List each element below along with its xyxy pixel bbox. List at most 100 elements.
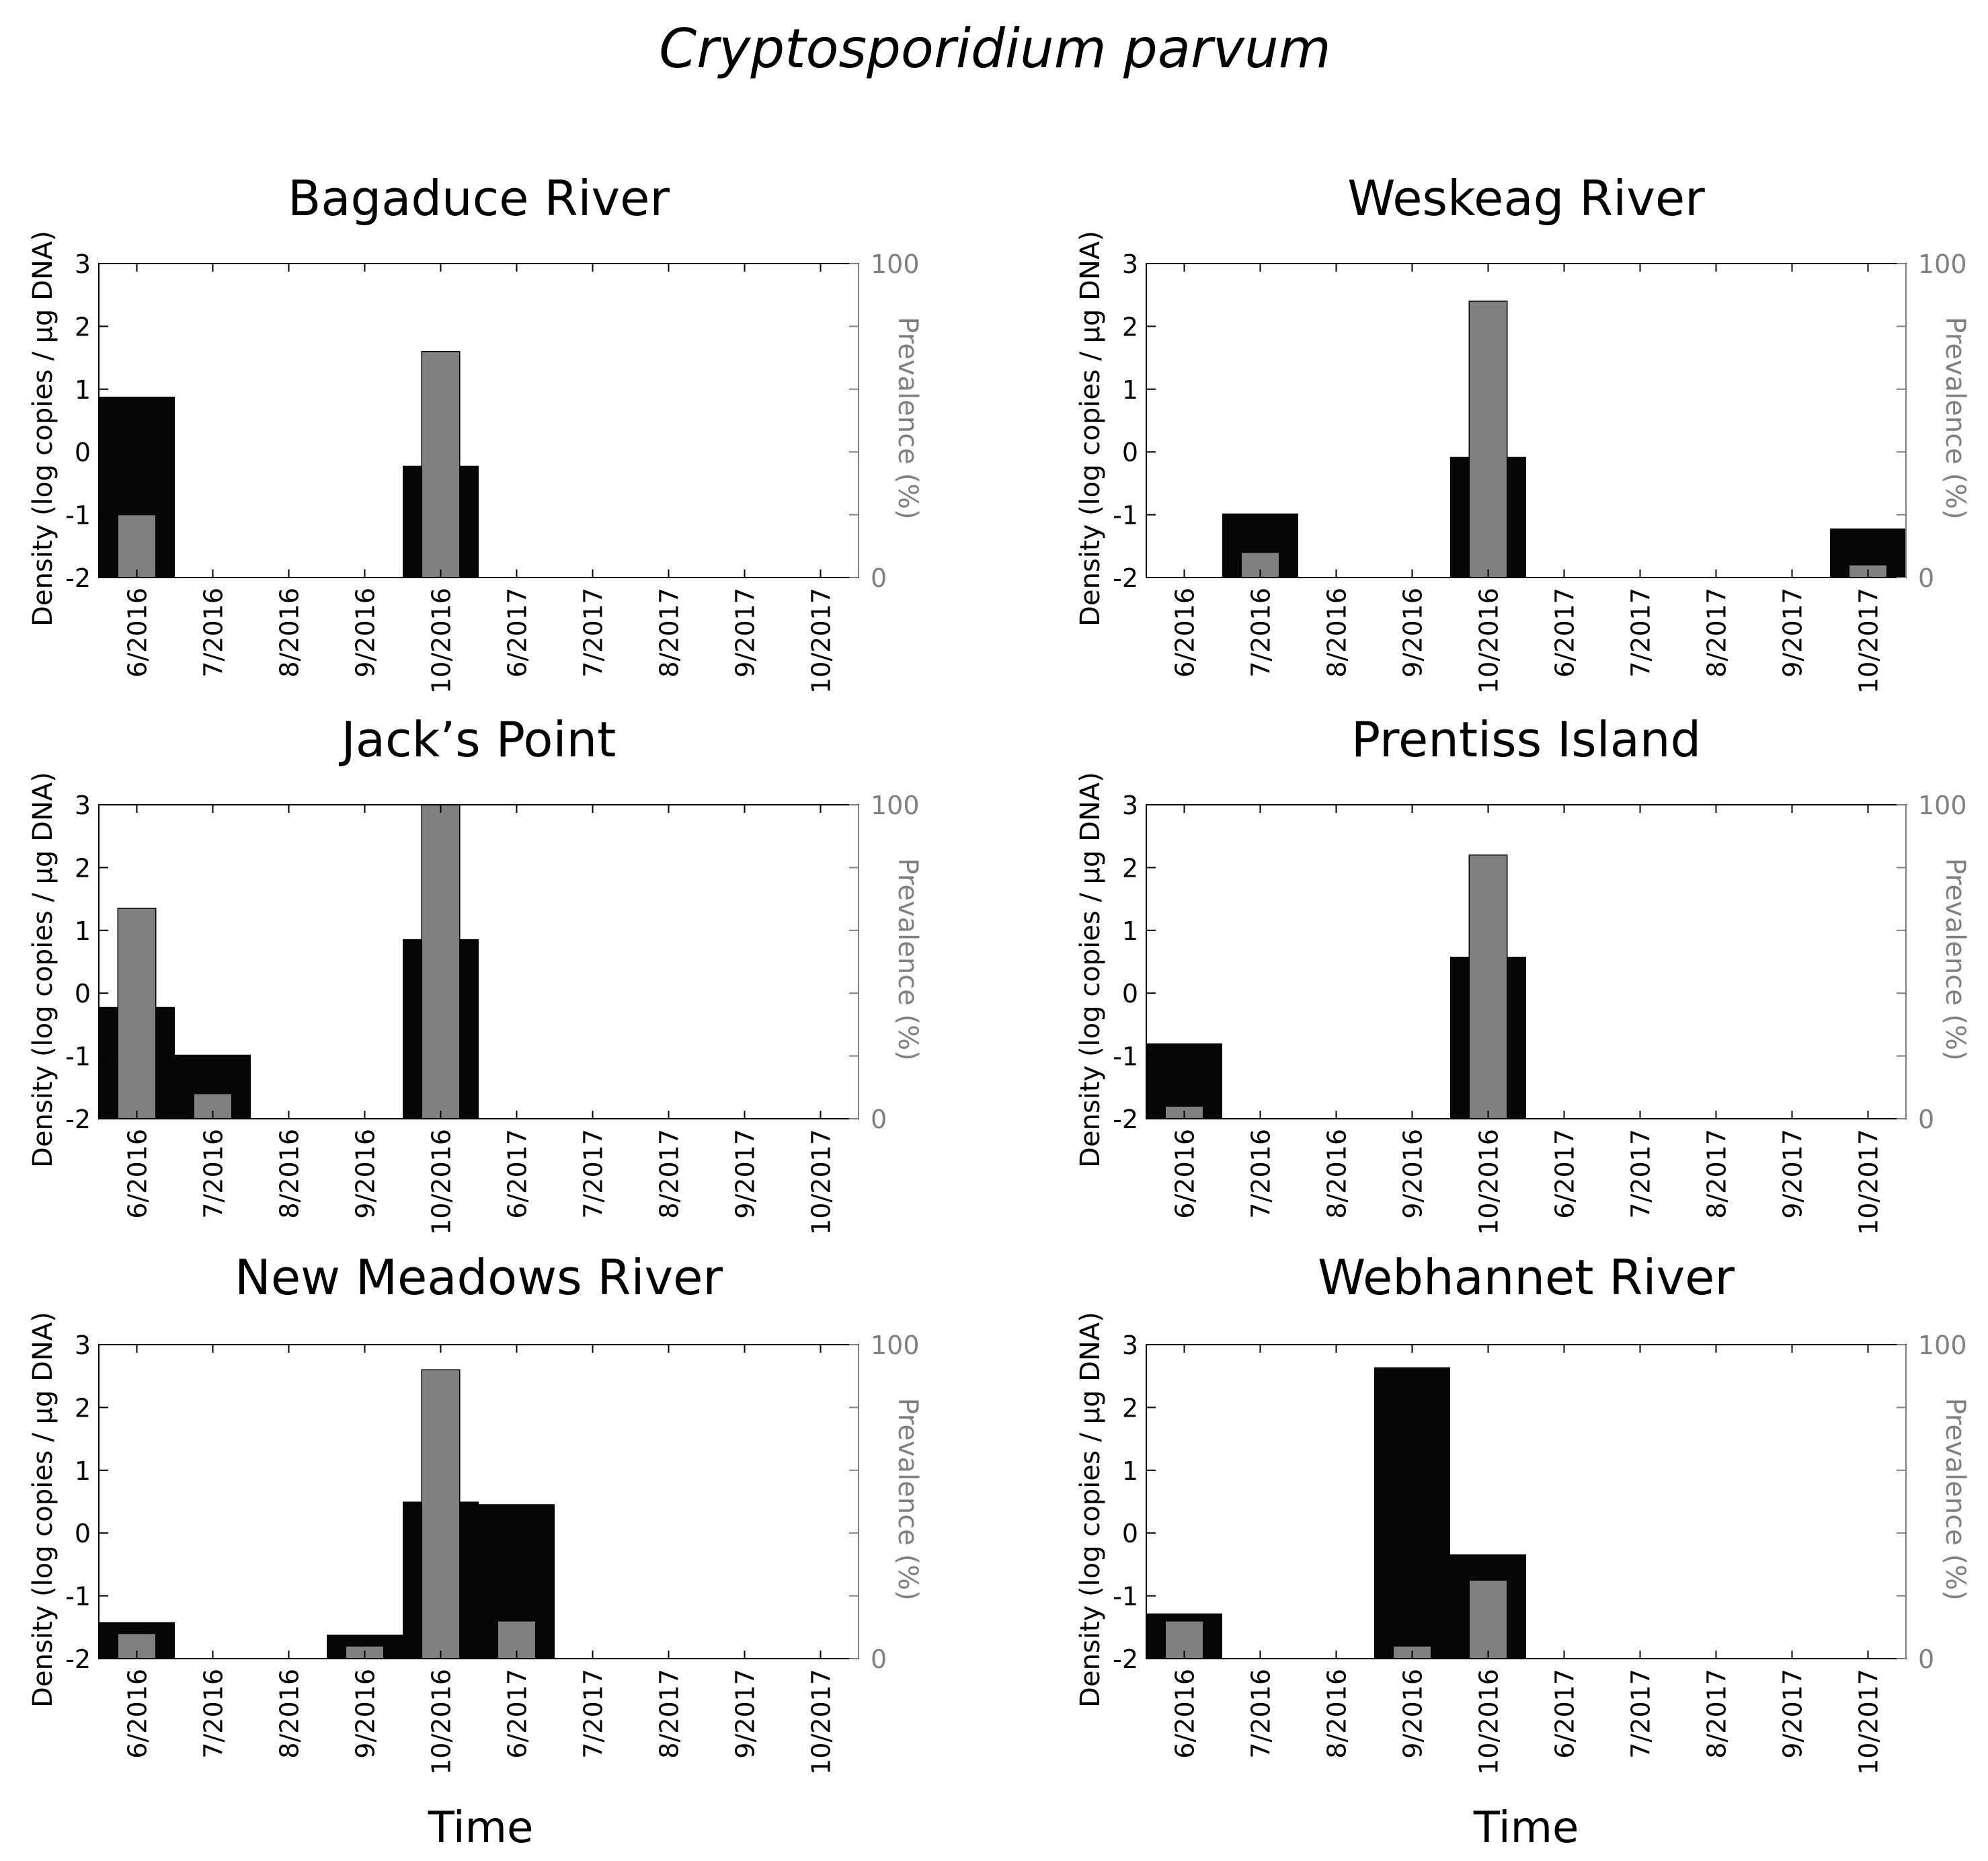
x-tick-label: 7/2017 (579, 588, 608, 678)
y-tick-label: 3 (75, 791, 91, 820)
y-tick-label: 0 (1122, 1519, 1138, 1548)
y2-tick-label-min: 0 (1918, 1645, 1934, 1674)
y2-axis-label: Prevalence (%) (1940, 858, 1971, 1060)
x-axis-label-right: Time (1473, 1803, 1579, 1853)
y-tick-label: 2 (1122, 1393, 1138, 1423)
x-tick-label: 6/2016 (123, 588, 153, 678)
y-tick-label: -1 (1113, 1042, 1138, 1072)
x-tick-label: 7/2017 (1626, 1129, 1656, 1219)
x-tick-label: 8/2017 (655, 588, 684, 678)
y-axis-label: Density (log copies / µg DNA) (28, 772, 58, 1168)
y-tick-label: 0 (75, 438, 91, 467)
y-tick-label: 1 (75, 1456, 91, 1486)
y-tick-label: 1 (1122, 375, 1138, 405)
x-tick-label: 6/2016 (1170, 1669, 1200, 1759)
y2-tick-label-min: 0 (871, 563, 887, 593)
panel-1: Bagaduce River -2 -1 0 1 2 3 0 100 6/2016 7/2016 8/… (28, 170, 923, 694)
prevalence-bar-10/2016 (421, 351, 461, 578)
y-tick-label: -1 (1113, 1582, 1138, 1612)
x-tick-label: 7/2016 (1246, 1669, 1276, 1759)
x-tick-label: 8/2017 (1702, 1129, 1732, 1219)
y-tick-label: 0 (75, 1519, 91, 1548)
x-tick-label: 9/2016 (351, 1129, 381, 1219)
y-tick-label: -2 (65, 1105, 91, 1134)
y-tick-label: 2 (75, 853, 91, 883)
x-tick-label: 6/2017 (503, 588, 532, 678)
x-tick-label: 7/2017 (1626, 588, 1656, 678)
prevalence-bar-10/2016 (1468, 1579, 1508, 1659)
y-tick-label: 3 (1122, 249, 1138, 279)
x-tick-label: 9/2017 (1778, 1669, 1808, 1759)
y-tick-label: -1 (1113, 501, 1138, 530)
x-tick-label: 6/2016 (1170, 1129, 1200, 1219)
x-tick-label: 6/2017 (1550, 588, 1580, 678)
x-tick-label: 8/2017 (1702, 588, 1732, 678)
x-tick-label: 9/2017 (1778, 588, 1808, 678)
y2-tick-label-max: 100 (1918, 1331, 1967, 1360)
y-tick-label: 3 (75, 249, 91, 279)
x-tick-label: 10/2017 (807, 588, 836, 694)
x-tick-label: 9/2016 (351, 1669, 381, 1759)
prevalence-bar-10/2016 (1468, 301, 1508, 578)
x-tick-label: 10/2016 (427, 588, 456, 694)
x-tick-label: 10/2016 (1474, 588, 1504, 694)
y-axis-label: Density (log copies / µg DNA) (1075, 1312, 1106, 1708)
prevalence-bar-7/2016 (193, 1093, 233, 1119)
y-tick-label: 1 (75, 375, 91, 405)
y-tick-label: -2 (1113, 1105, 1138, 1134)
panel-4: Prentiss Island -2 -1 0 1 2 3 0 100 6/2016 7/2016 8… (1075, 711, 1971, 1235)
y2-tick-label-max: 100 (1918, 249, 1967, 279)
x-tick-label: 6/2017 (503, 1669, 532, 1759)
y2-tick-label-max: 100 (871, 791, 920, 820)
x-tick-label: 10/2016 (1474, 1129, 1504, 1235)
x-tick-label: 8/2016 (275, 588, 305, 678)
panel-title: Webhannet River (1318, 1249, 1735, 1306)
panel-5: New Meadows River -2 -1 0 1 2 3 0 100 6/2016 7/201… (28, 1249, 923, 1775)
x-tick-label: 8/2016 (275, 1129, 305, 1219)
y2-tick-label-min: 0 (1918, 1105, 1934, 1134)
y-tick-label: 1 (75, 916, 91, 946)
panel-title: New Meadows River (235, 1249, 723, 1306)
x-tick-label: 9/2016 (1398, 1129, 1428, 1219)
x-tick-label: 7/2017 (579, 1129, 608, 1219)
y-tick-label: 0 (1122, 979, 1138, 1008)
y-tick-label: -1 (65, 1582, 91, 1612)
x-tick-label: 6/2016 (123, 1129, 153, 1219)
panel-title: Bagaduce River (288, 170, 670, 227)
y-tick-label: 1 (1122, 916, 1138, 946)
y2-tick-label-min: 0 (871, 1645, 887, 1674)
panel-2: Weskeag River -2 -1 0 1 2 3 0 100 6/2016 7/2016 8/2… (1075, 170, 1971, 694)
x-tick-label: 10/2016 (427, 1669, 456, 1775)
x-tick-label: 10/2017 (1854, 588, 1884, 694)
y2-axis-label: Prevalence (%) (892, 858, 923, 1060)
x-tick-label: 8/2016 (1322, 1129, 1352, 1219)
y-axis-label: Density (log copies / µg DNA) (1075, 231, 1106, 627)
y-tick-label: 2 (1122, 312, 1138, 342)
prevalence-bar-10/2016 (421, 804, 461, 1119)
figure-title: Cryptosporidium parvum (659, 17, 1330, 80)
y-tick-label: 1 (1122, 1456, 1138, 1486)
prevalence-bar-6/2016 (117, 908, 157, 1119)
x-tick-label: 8/2016 (275, 1669, 305, 1759)
y2-axis-label: Prevalence (%) (892, 1398, 923, 1600)
x-tick-label: 7/2016 (199, 1669, 229, 1759)
x-tick-label: 9/2016 (1398, 1669, 1428, 1759)
prevalence-bar-10/2016 (1468, 854, 1508, 1119)
y-tick-label: -1 (65, 501, 91, 530)
y2-tick-label-min: 0 (871, 1105, 887, 1134)
x-tick-label: 8/2017 (1702, 1669, 1732, 1759)
y-axis-label: Density (log copies / µg DNA) (1075, 772, 1106, 1168)
x-tick-label: 10/2017 (1854, 1129, 1884, 1235)
y-tick-label: 2 (1122, 853, 1138, 883)
x-axis-label-left: Time (428, 1803, 534, 1853)
x-tick-label: 7/2017 (579, 1669, 608, 1759)
x-tick-label: 6/2016 (1170, 588, 1200, 678)
panel-6: Webhannet River -2 -1 0 1 2 3 0 100 6/2016 7/2016 8… (1075, 1249, 1971, 1775)
prevalence-bar-10/2016 (421, 1369, 461, 1659)
x-tick-label: 9/2017 (731, 588, 760, 678)
y-tick-label: -2 (65, 563, 91, 593)
x-tick-label: 8/2017 (655, 1669, 684, 1759)
prevalence-bar-6/2017 (497, 1620, 536, 1659)
y2-tick-label-max: 100 (1918, 791, 1967, 820)
x-tick-label: 9/2017 (1778, 1129, 1808, 1219)
